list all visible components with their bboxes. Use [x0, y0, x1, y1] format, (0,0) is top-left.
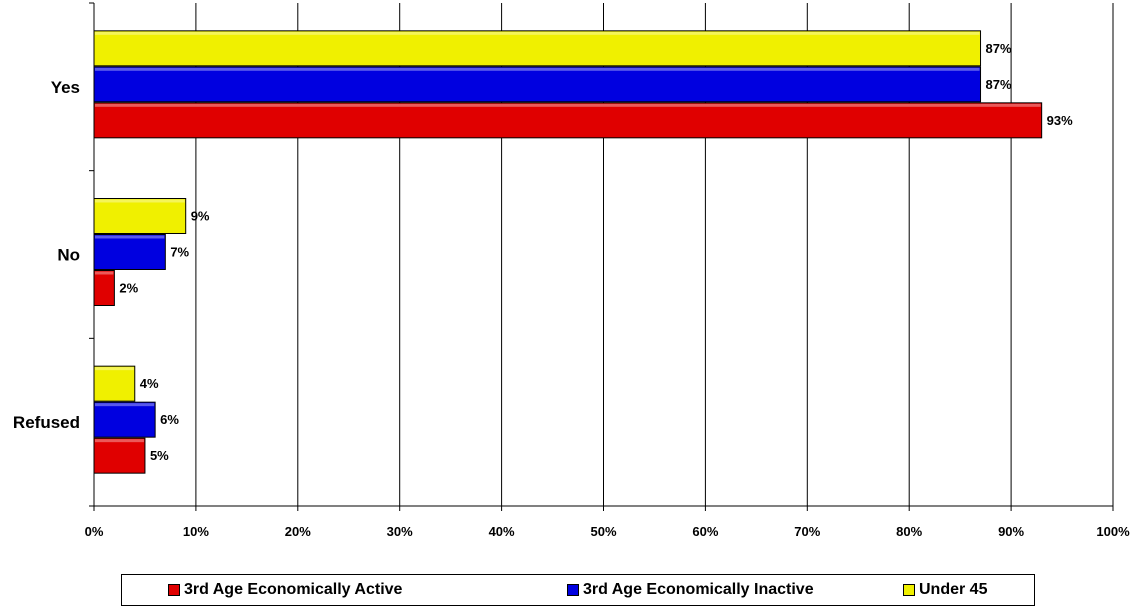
bar-highlight — [95, 31, 980, 35]
data-label: 2% — [119, 281, 138, 296]
legend-label-inactive: 3rd Age Economically Inactive — [583, 581, 814, 598]
bar — [93, 437, 146, 474]
x-tick-label: 30% — [387, 524, 413, 539]
x-tick-label: 60% — [692, 524, 718, 539]
data-label: 87% — [986, 41, 1012, 56]
x-tick-label: 90% — [998, 524, 1024, 539]
x-tick-label: 80% — [896, 524, 922, 539]
bar — [93, 66, 982, 103]
bar-highlight — [95, 403, 155, 407]
x-tick-label: 40% — [489, 524, 515, 539]
bar — [93, 30, 982, 67]
legend-swatch-inactive — [567, 584, 579, 596]
bar — [93, 270, 115, 306]
legend-swatch-active — [168, 584, 180, 596]
data-label: 93% — [1047, 113, 1073, 128]
bar — [93, 198, 187, 234]
data-label: 5% — [150, 448, 169, 463]
data-label: 6% — [160, 412, 179, 427]
x-tick-label: 0% — [85, 524, 104, 539]
x-tick-label: 70% — [794, 524, 820, 539]
bar-highlight — [95, 271, 114, 275]
bar — [93, 365, 136, 402]
legend-swatch-under45 — [903, 584, 915, 596]
legend-item-active: 3rd Age Economically Active — [168, 575, 402, 605]
data-label: 4% — [140, 376, 159, 391]
legend: 3rd Age Economically Active 3rd Age Econ… — [121, 574, 1035, 606]
bar — [93, 401, 156, 438]
data-label: 7% — [170, 245, 189, 260]
bar-chart: 0% 10% 20% 30% 40% 50% 60% 70% 80% 90% 100% Yes 93% 8… — [13, 2, 1130, 539]
bar-highlight — [95, 439, 144, 443]
data-label: 9% — [191, 209, 210, 224]
x-tick-label: 100% — [1096, 524, 1130, 539]
bar-highlight — [95, 235, 165, 239]
bar — [93, 102, 1043, 139]
x-tick-label: 10% — [183, 524, 209, 539]
category-label: Yes — [51, 78, 80, 97]
bar-highlight — [95, 199, 185, 203]
bar-highlight — [95, 67, 980, 71]
category-label: No — [57, 246, 80, 265]
legend-item-under45: Under 45 — [903, 575, 987, 605]
bar-highlight — [95, 103, 1041, 107]
data-label: 87% — [986, 77, 1012, 92]
category-label: Refused — [13, 413, 80, 432]
x-tick-label: 20% — [285, 524, 311, 539]
legend-label-active: 3rd Age Economically Active — [184, 581, 403, 598]
bar-highlight — [95, 367, 134, 371]
legend-label-under45: Under 45 — [919, 581, 988, 598]
bar — [93, 234, 166, 270]
legend-item-inactive: 3rd Age Economically Inactive — [567, 575, 814, 605]
x-tick-label: 50% — [590, 524, 616, 539]
